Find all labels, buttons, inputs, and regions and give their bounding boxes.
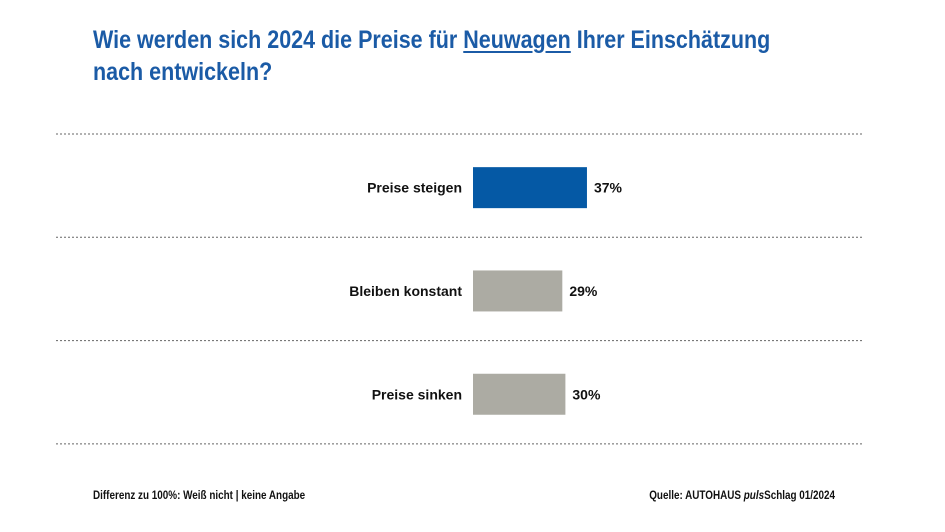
category-label: Preise steigen (367, 180, 462, 196)
bar (473, 167, 587, 209)
category-label: Preise sinken (372, 386, 462, 402)
category-label: Bleiben konstant (349, 283, 462, 299)
source-suffix: Schlag 01/2024 (764, 490, 835, 502)
bar (473, 270, 563, 312)
source-prefix: Quelle: AUTOHAUS (649, 490, 744, 502)
title-text: Ihrer Einschätzung (570, 26, 771, 54)
footnote: Differenz zu 100%: Weiß nicht | keine An… (93, 490, 306, 502)
source-note: Quelle: AUTOHAUS pulsSchlag 01/2024 (649, 490, 835, 502)
title-text: Wie werden sich 2024 die Preise für (93, 26, 464, 54)
value-label: 29% (569, 283, 598, 299)
value-label: 30% (572, 386, 601, 402)
bar (473, 373, 566, 415)
title-line2: nach entwickeln? (93, 58, 273, 86)
value-label: 37% (594, 180, 623, 196)
source-italic: puls (743, 490, 765, 502)
title-emphasis: Neuwagen (463, 26, 571, 54)
chart-title: Wie werden sich 2024 die Preise für Neuw… (93, 24, 798, 88)
